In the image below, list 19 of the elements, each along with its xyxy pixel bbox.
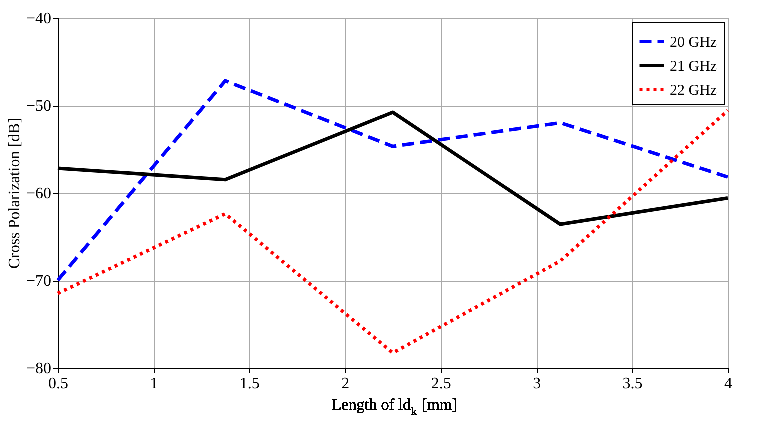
line-series: [56, 109, 730, 355]
y-tick-label: −50: [26, 98, 52, 115]
y-axis-title: Cross Polarization [dB]: [6, 118, 24, 270]
x-tick-label: 1.5: [240, 376, 260, 392]
legend-label: 21 GHz: [670, 59, 718, 75]
y-tick-label: −60: [26, 186, 52, 202]
y-tick-label: −40: [26, 10, 52, 28]
legend-label: 22 GHz: [670, 83, 718, 99]
x-tick-label: 0.5: [48, 376, 68, 392]
legend-label: 20 GHz: [670, 35, 718, 51]
line-series: [56, 79, 730, 282]
x-tick-label: 4: [724, 376, 732, 392]
x-tick-label: 3: [533, 376, 542, 392]
y-tick-label: −80: [26, 360, 52, 378]
y-tick-label: −70: [26, 273, 52, 290]
x-tick-label: 2: [342, 376, 350, 392]
x-tick-label: 2.5: [431, 376, 452, 392]
x-tick-label: 1: [150, 376, 158, 392]
x-tick-label: 3.5: [622, 376, 643, 392]
